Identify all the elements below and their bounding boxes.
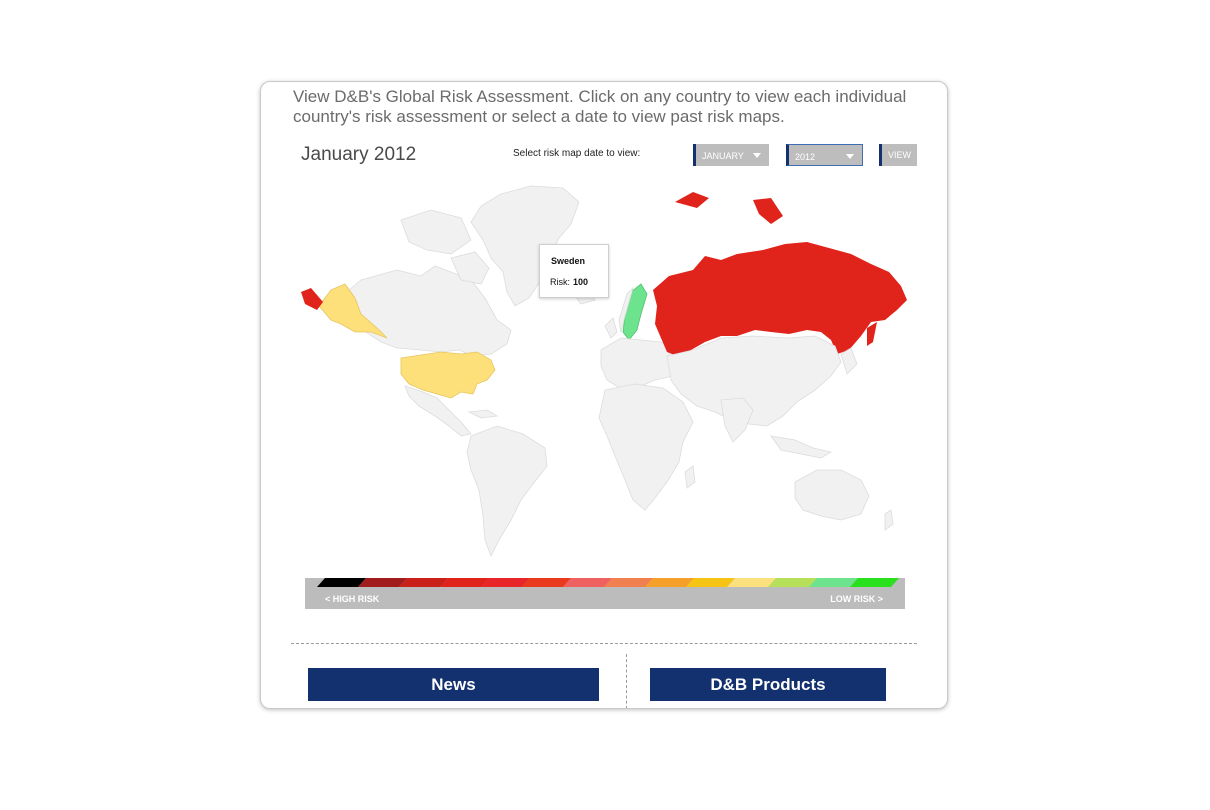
- country-russia[interactable]: [653, 242, 907, 356]
- legend-segment: [850, 578, 899, 587]
- country-usa[interactable]: [400, 351, 496, 399]
- country-asia[interactable]: [666, 335, 842, 427]
- country-madagascar[interactable]: [684, 465, 696, 489]
- month-dropdown[interactable]: JANUARY: [693, 144, 769, 166]
- country-alaska[interactable]: [318, 283, 388, 339]
- country-south-america[interactable]: [466, 425, 548, 557]
- legend-segment: [481, 578, 530, 587]
- country-india[interactable]: [720, 397, 754, 443]
- legend-high-risk-label: < HIGH RISK: [325, 594, 380, 604]
- country-russia-kamchatka[interactable]: [867, 322, 877, 346]
- legend-low-risk-label: LOW RISK >: [830, 594, 883, 604]
- country-russia-islands[interactable]: [675, 192, 783, 224]
- risk-legend: < HIGH RISK LOW RISK >: [305, 578, 905, 609]
- country-japan[interactable]: [840, 347, 858, 375]
- legend-segment: [604, 578, 653, 587]
- legend-segment: [645, 578, 694, 587]
- legend-segment: [727, 578, 776, 587]
- chevron-down-icon: [753, 153, 761, 158]
- country-australia[interactable]: [794, 469, 870, 521]
- section-divider: [291, 643, 917, 644]
- country-norway[interactable]: [618, 286, 634, 333]
- legend-segment: [809, 578, 858, 587]
- date-select-label: Select risk map date to view:: [513, 148, 641, 159]
- country-mexico[interactable]: [404, 385, 472, 437]
- news-button[interactable]: News: [308, 668, 599, 701]
- legend-segment: [563, 578, 612, 587]
- year-dropdown[interactable]: 2012: [786, 144, 863, 166]
- legend-color-scale: [317, 578, 899, 587]
- year-dropdown-value: 2012: [795, 152, 816, 162]
- country-africa[interactable]: [598, 383, 694, 511]
- country-cuba[interactable]: [467, 409, 499, 419]
- map-date-title: January 2012: [301, 144, 417, 165]
- tooltip-risk-label: Risk:: [550, 277, 570, 287]
- view-button[interactable]: VIEW: [879, 144, 917, 166]
- legend-segment: [768, 578, 817, 587]
- legend-segment: [522, 578, 571, 587]
- legend-segment: [440, 578, 489, 587]
- month-dropdown-value: JANUARY: [702, 151, 744, 161]
- legend-segment: [686, 578, 735, 587]
- country-new-zealand[interactable]: [884, 509, 894, 531]
- country-russia-far-east[interactable]: [301, 288, 323, 310]
- world-map-svg[interactable]: [301, 180, 913, 572]
- button-divider: [626, 654, 627, 708]
- tooltip-country: Sweden: [551, 256, 586, 266]
- country-canada-islands[interactable]: [400, 209, 472, 255]
- legend-segment: [358, 578, 407, 587]
- country-tooltip: Sweden Risk: 100: [539, 244, 609, 298]
- legend-segment: [317, 578, 366, 587]
- db-products-button[interactable]: D&B Products: [650, 668, 886, 701]
- country-uk[interactable]: [604, 317, 618, 339]
- country-indonesia[interactable]: [770, 435, 833, 459]
- intro-text: View D&B's Global Risk Assessment. Click…: [293, 87, 907, 126]
- country-sweden[interactable]: [622, 283, 648, 341]
- country-baffin[interactable]: [450, 251, 490, 285]
- country-canada[interactable]: [336, 265, 512, 357]
- legend-segment: [399, 578, 448, 587]
- tooltip-risk-value: 100: [573, 277, 589, 287]
- risk-map-panel: View D&B's Global Risk Assessment. Click…: [260, 81, 948, 709]
- world-risk-map[interactable]: [301, 180, 913, 572]
- chevron-down-icon: [846, 154, 854, 159]
- country-greenland[interactable]: [470, 185, 580, 307]
